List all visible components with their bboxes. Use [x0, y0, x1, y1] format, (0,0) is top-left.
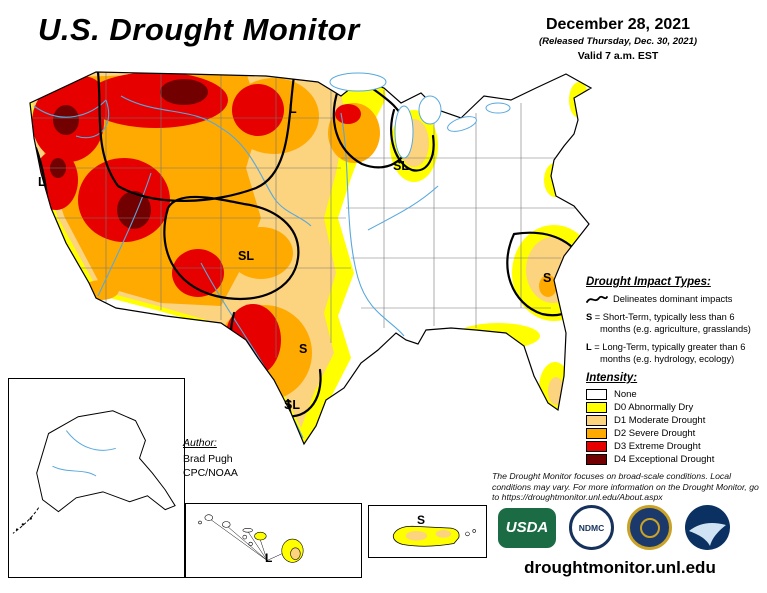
d4-exceptional-drought-layer	[50, 79, 208, 229]
intensity-title: Intensity:	[586, 372, 638, 384]
impact-types-title: Drought Impact Types:	[586, 276, 711, 288]
impact-label-puerto-rico-S: S	[417, 513, 426, 527]
noaa-logo	[685, 505, 730, 550]
alaska-map	[12, 410, 176, 534]
author-block: Author: Brad Pugh CPC/NOAA	[183, 436, 238, 481]
date-block: December 28, 2021 (Released Thursday, De…	[508, 16, 728, 62]
impact-label-central-plains-SL: SL	[238, 249, 254, 263]
page-title: U.S. Drought Monitor	[38, 12, 360, 47]
hawaii-inset: L	[185, 503, 362, 578]
legend-row-none: None	[586, 388, 764, 401]
rivers	[33, 95, 439, 439]
intensity-legend-panel: Intensity: None D0 Abnormally Dry D1 Mod…	[586, 372, 764, 466]
usda-logo-text: USDA	[505, 519, 549, 536]
legend-row-d4: D4 Exceptional Drought	[586, 453, 764, 466]
swatch-d1	[586, 415, 607, 426]
delineates-text: Delineates dominant impacts	[613, 294, 733, 304]
impact-label-southeast-S: S	[543, 271, 552, 285]
ndmc-logo: NDMC	[569, 505, 614, 550]
impact-label-hawaii-L: L	[265, 551, 273, 565]
alaska-outline	[36, 410, 176, 513]
impact-label-upper-midwest-SL: SL	[393, 159, 409, 173]
legend-row-d1: D1 Moderate Drought	[586, 414, 764, 427]
impact-label-california-L: L	[38, 175, 46, 189]
hawaii-map	[198, 514, 304, 563]
agency-logos: USDA NDMC	[498, 505, 730, 550]
puerto-rico-inset: S	[368, 505, 487, 558]
valid-time: Valid 7 a.m. EST	[577, 50, 659, 62]
delineates-row: Delineates dominant impacts	[586, 293, 764, 305]
impact-delineation-lines	[34, 72, 587, 444]
impact-types-panel: Drought Impact Types: Delineates dominan…	[586, 276, 764, 365]
aleutian-islands	[12, 507, 40, 534]
swatch-none	[586, 389, 607, 400]
impact-label-south-texas-SL: SL	[284, 398, 300, 412]
alaska-inset	[8, 378, 185, 578]
state-boundaries	[30, 72, 576, 358]
ndmc-logo-text: NDMC	[578, 522, 605, 533]
alaska-rivers	[52, 430, 116, 477]
delineation-squiggle-icon	[586, 295, 608, 303]
author-org: CPC/NOAA	[183, 467, 238, 480]
us-outline	[29, 71, 593, 446]
usda-logo: USDA	[498, 507, 556, 548]
conus-drought-map	[29, 71, 593, 446]
commerce-seal-logo	[627, 505, 672, 550]
hawaiian-islands	[198, 514, 304, 563]
commerce-seal-inner-ring	[639, 517, 660, 538]
legend-row-d2: D2 Severe Drought	[586, 427, 764, 440]
great-lakes	[329, 72, 511, 159]
swatch-d0	[586, 402, 607, 413]
swatch-d4	[586, 454, 607, 465]
legend-row-d3: D3 Extreme Drought	[586, 440, 764, 453]
legend-row-d0: D0 Abnormally Dry	[586, 401, 764, 414]
intensity-legend: None D0 Abnormally Dry D1 Moderate Droug…	[586, 388, 764, 466]
puerto-rico-map	[392, 525, 476, 547]
disclaimer-text: The Drought Monitor focuses on broad-sca…	[492, 471, 759, 503]
impact-label-northern-plains-L: L	[289, 102, 297, 116]
author-label: Author:	[183, 437, 217, 449]
island-pointer-lines	[210, 519, 289, 561]
impact-label-texas-S: S	[299, 342, 308, 356]
swatch-d2	[586, 428, 607, 439]
noaa-gull-icon	[689, 523, 726, 546]
swatch-d3	[586, 441, 607, 452]
short-term-definition: S = Short-Term, typically less than 6 mo…	[586, 312, 751, 335]
drought-monitor-url[interactable]: droughtmonitor.unl.edu	[524, 558, 716, 577]
release-date: (Released Thursday, Dec. 30, 2021)	[538, 36, 698, 47]
map-date: December 28, 2021	[545, 16, 691, 33]
author-name: Brad Pugh	[183, 453, 233, 466]
long-term-definition: L = Long-Term, typically greater than 6 …	[586, 342, 746, 365]
